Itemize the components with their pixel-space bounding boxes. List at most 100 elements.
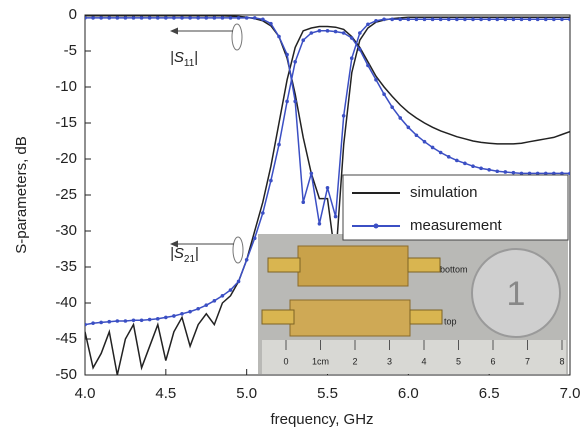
series-marker (446, 155, 451, 159)
series-marker (341, 31, 346, 35)
annotation-prefix: |S (170, 245, 184, 262)
series-marker (139, 16, 144, 20)
series-line (85, 15, 570, 260)
legend-label: measurement (410, 217, 503, 234)
legend-label: simulation (410, 184, 478, 201)
series-marker (487, 17, 491, 22)
series-marker (244, 258, 249, 262)
series-marker (366, 63, 370, 68)
series-marker (495, 17, 500, 22)
series-marker (446, 17, 451, 22)
series-marker (85, 16, 87, 20)
annotation-prefix: |S (170, 49, 184, 66)
x-axis-label: frequency, GHz (270, 411, 373, 428)
inset-photo: 1 bottom top 0 1cm 2 3 4 5 6 7 8 (258, 234, 568, 374)
connector (409, 309, 443, 325)
series-marker (196, 16, 200, 20)
series-marker (552, 171, 556, 176)
ruler-label: 3 (387, 356, 392, 366)
series-marker (390, 105, 394, 109)
series-marker (398, 116, 403, 120)
series-marker (196, 306, 200, 311)
series-marker (123, 319, 128, 323)
x-tick-label: 5.5 (317, 385, 338, 402)
series-marker (527, 171, 532, 176)
series-marker (164, 315, 168, 320)
arrow-head (170, 240, 178, 248)
series-marker (285, 99, 289, 104)
coin-label: 1 (507, 275, 526, 313)
coin (471, 248, 561, 338)
series-marker (535, 17, 540, 22)
series-marker (503, 17, 508, 22)
y-tick-label: -20 (55, 150, 77, 167)
series-marker (358, 31, 362, 35)
series-marker (479, 166, 483, 171)
series-marker (455, 158, 459, 163)
series-marker (568, 17, 570, 22)
series-marker (91, 321, 95, 325)
board-bottom (289, 299, 411, 337)
series-line (85, 25, 570, 375)
series-marker (430, 17, 435, 22)
ruler-label: 2 (352, 356, 357, 366)
series-marker (164, 16, 168, 20)
connector (407, 257, 441, 273)
connector (261, 309, 295, 325)
series-marker (374, 78, 378, 82)
y-tick-label: -30 (55, 222, 77, 239)
series-marker (519, 17, 524, 22)
series-marker (511, 170, 516, 175)
series-marker (228, 16, 233, 20)
series-marker (422, 139, 427, 144)
legend-box (342, 174, 569, 241)
series-marker (252, 236, 257, 240)
series-marker (277, 34, 281, 39)
series-marker (212, 299, 217, 303)
x-tick-label: 6.5 (479, 385, 500, 402)
series-marker (552, 17, 556, 22)
series-marker (463, 17, 467, 22)
series-marker (463, 161, 467, 166)
series-marker (317, 29, 322, 33)
series-marker (414, 133, 419, 138)
series-marker (438, 150, 443, 155)
series-marker (398, 17, 403, 22)
series-marker (107, 16, 112, 20)
series-marker (91, 16, 95, 20)
series-marker (155, 317, 160, 321)
annotation-suffix: | (194, 49, 198, 66)
series-marker (406, 125, 411, 130)
series-marker (301, 200, 306, 204)
series-marker (131, 318, 136, 323)
ruler-label: 6 (490, 356, 495, 366)
y-tick-label: -45 (55, 330, 77, 347)
series-marker (333, 29, 338, 34)
series-marker (341, 114, 346, 118)
y-tick-label: -35 (55, 258, 77, 275)
series-marker (204, 16, 209, 20)
series-marker (269, 178, 273, 183)
series-marker (325, 186, 330, 190)
series-marker (269, 21, 273, 26)
series-marker (301, 38, 306, 42)
ruler (262, 340, 566, 374)
series-marker (155, 16, 160, 20)
series-marker (131, 16, 136, 20)
series-marker (293, 99, 297, 104)
series-marker (220, 16, 225, 20)
y-tick-label: -25 (55, 186, 77, 203)
x-tick-label: 4.0 (75, 385, 96, 402)
series-marker (382, 17, 386, 22)
y-tick-label: -10 (55, 78, 77, 95)
x-tick-label: 7.0 (560, 385, 581, 402)
legend: simulation measurement (342, 174, 569, 241)
series-marker (358, 47, 362, 52)
series-marker (180, 16, 184, 20)
ruler-label: 0 (283, 356, 288, 366)
series-marker (147, 16, 152, 20)
series-marker (309, 31, 314, 35)
series-marker (317, 222, 322, 226)
